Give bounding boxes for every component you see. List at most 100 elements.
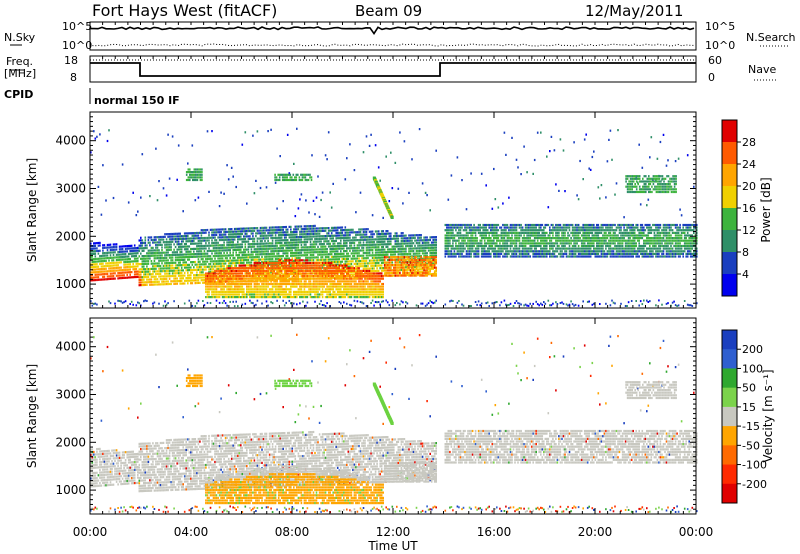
heatmap-cell xyxy=(149,244,151,247)
heatmap-cell xyxy=(358,228,360,231)
heatmap-cell xyxy=(238,233,241,236)
heatmap-cell xyxy=(238,251,241,254)
heatmap-cell xyxy=(305,233,307,236)
heatmap-cell xyxy=(285,269,287,272)
heatmap-cell xyxy=(252,253,254,256)
heatmap-cell xyxy=(361,249,363,252)
heatmap-cell xyxy=(253,269,256,272)
heatmap-cell xyxy=(271,229,274,232)
heatmap-cell xyxy=(155,280,157,283)
heatmap-cell xyxy=(303,269,306,272)
heatmap-cell xyxy=(232,259,234,262)
heatmap-cell xyxy=(336,275,339,278)
heatmap-cell xyxy=(118,245,121,248)
heatmap-cell xyxy=(140,278,142,281)
heatmap-cell xyxy=(223,280,225,283)
heatmap-cell xyxy=(274,263,277,266)
heatmap-cell xyxy=(399,250,401,253)
heatmap-cell xyxy=(274,257,277,261)
heatmap-cell xyxy=(377,280,380,283)
heatmap-cell xyxy=(350,267,353,270)
heatmap-cell xyxy=(211,257,213,260)
heatmap-cell xyxy=(274,290,277,293)
heatmap-cell xyxy=(158,280,160,283)
heatmap-cell xyxy=(155,254,157,257)
heatmap-cell xyxy=(167,240,169,244)
heatmap-cell xyxy=(320,243,322,246)
heatmap-cell xyxy=(371,241,374,244)
heatmap-cell xyxy=(308,288,310,291)
heatmap-cell xyxy=(120,277,122,280)
heatmap-cell xyxy=(235,235,237,238)
heatmap-cell xyxy=(382,256,384,259)
heatmap-cell xyxy=(90,271,92,274)
heatmap-cell xyxy=(285,257,287,260)
heatmap-cell xyxy=(340,247,342,250)
heatmap-cell xyxy=(158,270,160,273)
heatmap-cell xyxy=(130,265,133,268)
heatmap-cell xyxy=(350,296,353,299)
heatmap-cell xyxy=(344,236,347,239)
heatmap-cell xyxy=(373,233,375,236)
heatmap-cell xyxy=(237,261,239,265)
heatmap-cell xyxy=(290,285,292,288)
heatmap-cell xyxy=(261,247,263,251)
heatmap-cell xyxy=(330,240,333,243)
heatmap-cell xyxy=(229,246,231,249)
heatmap-cell xyxy=(214,280,216,283)
heatmap-cell xyxy=(361,296,363,299)
heatmap-cell xyxy=(165,246,168,249)
heatmap-cell xyxy=(285,282,287,286)
heatmap-cell xyxy=(164,270,166,273)
heatmap-cell xyxy=(355,211,357,214)
heatmap-cell xyxy=(194,282,197,285)
heatmap-cell xyxy=(326,258,328,261)
heatmap-cell xyxy=(170,254,172,257)
heatmap-cell xyxy=(96,260,98,263)
heatmap-cell xyxy=(300,282,303,286)
heatmap-cell xyxy=(346,273,348,276)
heatmap-cell xyxy=(199,242,201,245)
heatmap-cell xyxy=(343,267,345,270)
heatmap-cell xyxy=(283,264,286,267)
heatmap-cell xyxy=(214,285,216,288)
heatmap-cell xyxy=(177,274,180,277)
heatmap-cell xyxy=(390,237,392,240)
heatmap-cell xyxy=(393,271,395,275)
heatmap-cell xyxy=(173,253,175,256)
heatmap-cell xyxy=(230,228,233,231)
heatmap-cell xyxy=(335,277,337,280)
heatmap-cell xyxy=(146,283,148,286)
heatmap-cell xyxy=(321,304,324,306)
heatmap-cell xyxy=(246,269,248,272)
heatmap-cell xyxy=(153,265,156,268)
heatmap-cell xyxy=(306,230,309,233)
heatmap-cell xyxy=(308,225,310,228)
heatmap-cell xyxy=(229,230,231,233)
heatmap-cell xyxy=(300,269,303,272)
heatmap-cell xyxy=(320,237,322,240)
heatmap-cell xyxy=(126,250,128,253)
heatmap-cell xyxy=(305,259,307,262)
heatmap-cell xyxy=(111,269,113,272)
heatmap-cell xyxy=(121,301,124,304)
heatmap-cell xyxy=(206,265,209,268)
heatmap-cell xyxy=(373,288,375,291)
heatmap-cell xyxy=(341,267,344,270)
heatmap-cell xyxy=(367,264,369,268)
heatmap-cell xyxy=(320,269,322,272)
heatmap-cell xyxy=(312,288,315,291)
heatmap-cell xyxy=(237,296,239,299)
heatmap-cell xyxy=(343,229,345,232)
heatmap-cell xyxy=(320,300,322,303)
heatmap-cell xyxy=(138,284,141,287)
heatmap-cell xyxy=(270,275,272,278)
heatmap-cell xyxy=(246,235,248,238)
heatmap-cell xyxy=(247,280,250,283)
heatmap-cell xyxy=(230,166,233,169)
heatmap-cell xyxy=(232,233,234,236)
heatmap-cell xyxy=(177,237,180,241)
heatmap-cell xyxy=(220,277,222,280)
heatmap-cell xyxy=(202,271,204,274)
heatmap-cell xyxy=(205,272,207,275)
